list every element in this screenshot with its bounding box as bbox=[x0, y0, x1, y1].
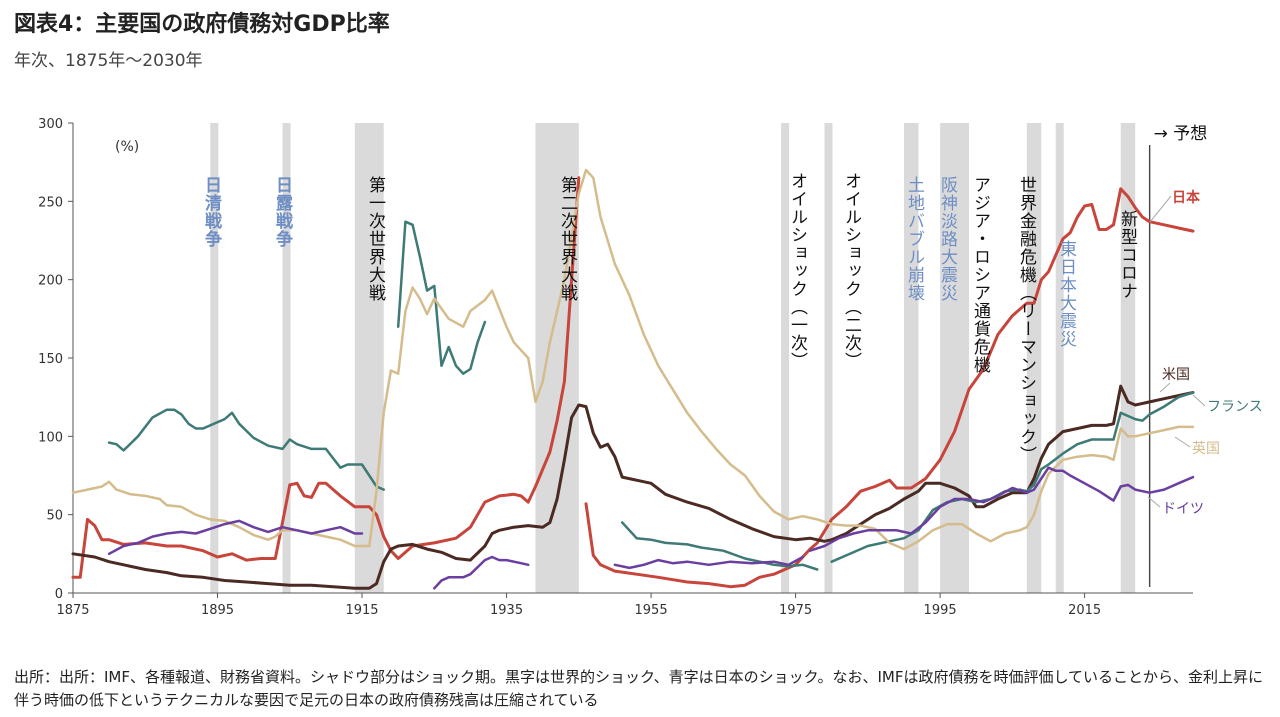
shock-label-2: 第一次世界大戦 bbox=[365, 176, 386, 302]
x-tick-label: 1995 bbox=[924, 603, 957, 618]
series-line-japan bbox=[584, 187, 1195, 589]
y-tick-label: 150 bbox=[38, 352, 63, 367]
label-leader-uk bbox=[1174, 436, 1191, 448]
series-line-usa bbox=[71, 384, 1195, 590]
x-tick-label: 1875 bbox=[56, 603, 89, 618]
series-line-germany bbox=[808, 466, 1195, 552]
label-leader-japan bbox=[1149, 195, 1172, 223]
y-tick-label: 300 bbox=[38, 117, 63, 132]
debt-chart: 0 50 100 150 200 250 300 1875 1895 1915 1935 1955 19… bbox=[38, 117, 1263, 618]
y-tick-label: 100 bbox=[38, 430, 63, 445]
shock-band-10 bbox=[1055, 123, 1064, 593]
shock-label-9: 世界金融危機（リーマンショック） bbox=[1016, 176, 1037, 464]
x-tick-label: 1935 bbox=[490, 603, 523, 618]
series-label-uk: 英国 bbox=[1192, 440, 1220, 457]
shock-label-1: 日露戦争 bbox=[272, 176, 293, 248]
series-line-japan bbox=[71, 176, 581, 579]
shock-label-4: オイルショック（一次） bbox=[787, 172, 808, 370]
series-line-uk bbox=[71, 168, 1195, 551]
shock-band-3 bbox=[535, 123, 579, 593]
shock-band-11 bbox=[1120, 123, 1136, 593]
shock-band-4 bbox=[781, 123, 790, 593]
series-label-usa: 米国 bbox=[1162, 367, 1190, 383]
shock-band-1 bbox=[282, 123, 291, 593]
series-label-japan: 日本 bbox=[1172, 189, 1201, 206]
chart-title: 図表4：主要国の政府債務対GDP比率 bbox=[14, 12, 390, 37]
series-line-france bbox=[396, 220, 487, 375]
forecast-label: → 予想 bbox=[1154, 124, 1208, 144]
series-label-germany: ドイツ bbox=[1162, 501, 1204, 517]
x-tick-label: 1915 bbox=[345, 603, 378, 618]
series-line-france bbox=[620, 521, 819, 571]
x-tick-label: 1955 bbox=[635, 603, 668, 618]
shock-label-6: 土地バブル崩壊 bbox=[904, 176, 925, 302]
chart-subtitle: 年次、1875年～2030年 bbox=[14, 51, 203, 71]
shock-label-0: 日清戦争 bbox=[201, 176, 222, 248]
shock-band-2 bbox=[354, 123, 384, 593]
y-tick-label: 0 bbox=[55, 587, 63, 602]
x-tick-label: 1975 bbox=[779, 603, 812, 618]
shock-band-8 bbox=[954, 123, 969, 593]
series-line-france bbox=[107, 408, 385, 491]
shock-band-0 bbox=[210, 123, 219, 593]
x-tick-label: 2015 bbox=[1068, 603, 1101, 618]
series-line-germany bbox=[107, 519, 364, 556]
series-line-germany bbox=[613, 555, 805, 570]
shock-label-8: アジア・ロシア通貨危機 bbox=[970, 176, 991, 374]
x-tick-label: 1895 bbox=[201, 603, 234, 618]
label-leader-france bbox=[1192, 394, 1206, 407]
label-leader-usa bbox=[1159, 382, 1171, 393]
shock-label-7: 阪神淡路大震災 bbox=[937, 176, 958, 302]
shock-label-5: オイルショック（二次） bbox=[841, 172, 862, 370]
series-label-france: フランス bbox=[1207, 399, 1263, 415]
y-tick-label: 200 bbox=[38, 274, 63, 289]
shock-label-3: 第二次世界大戦 bbox=[557, 176, 578, 302]
series-line-germany bbox=[433, 555, 530, 590]
shock-band-6 bbox=[903, 123, 919, 593]
y-tick-label: 250 bbox=[38, 195, 63, 210]
y-axis-unit: (%) bbox=[115, 139, 139, 155]
series-line-france bbox=[830, 391, 1195, 563]
y-tick-label: 50 bbox=[46, 509, 63, 524]
shock-label-11: 新型コロナ bbox=[1117, 210, 1138, 300]
shock-label-10: 東日本大震災 bbox=[1056, 240, 1077, 348]
shock-band-5 bbox=[824, 123, 833, 593]
label-leader-germany bbox=[1147, 496, 1161, 508]
source-note: 出所：出所：IMF、各種報道、財務省資料。シャドウ部分はショック期。黒字は世界的… bbox=[14, 668, 1263, 709]
